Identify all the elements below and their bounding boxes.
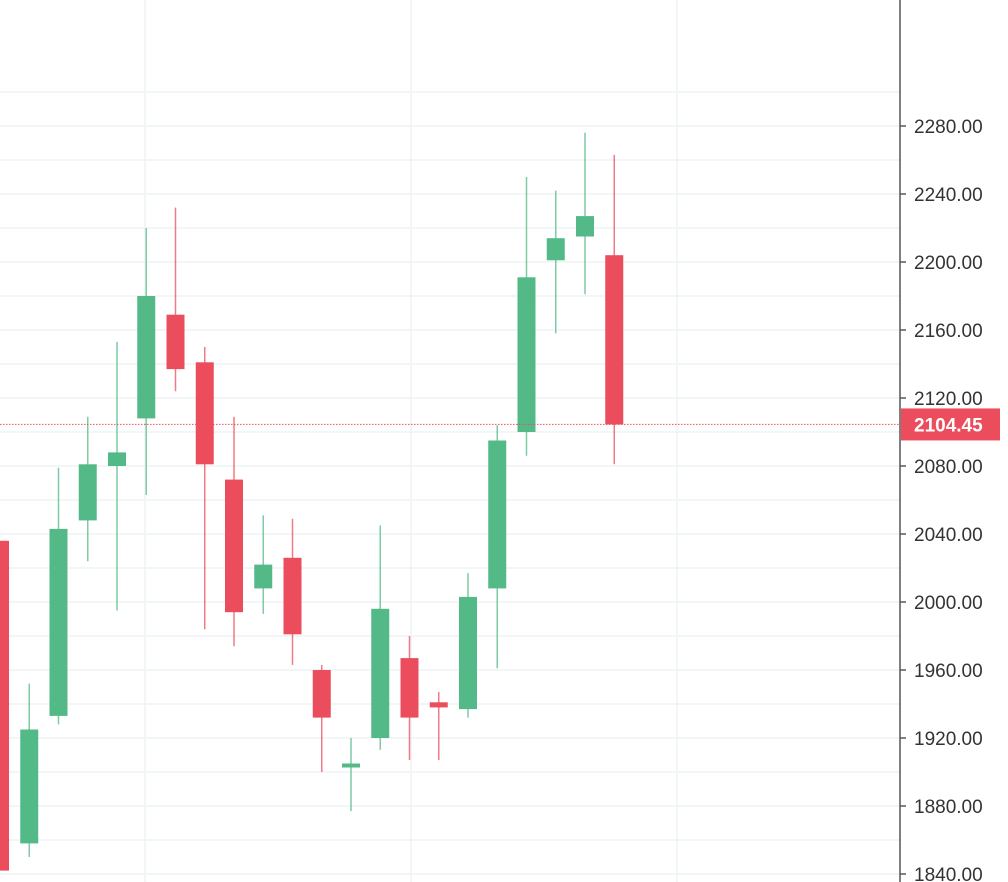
price-tick-label: 2200.00 xyxy=(914,253,983,274)
grid-layer xyxy=(0,0,900,882)
price-tick-label: 2240.00 xyxy=(914,185,983,206)
candle-body xyxy=(400,658,419,718)
price-tick-label: 2040.00 xyxy=(914,525,983,546)
last-price-tag-label: 2104.45 xyxy=(914,415,983,436)
price-tick-label: 1960.00 xyxy=(914,661,983,682)
candle[interactable] xyxy=(283,518,302,665)
price-tick-label: 1880.00 xyxy=(914,797,983,818)
candle[interactable] xyxy=(166,207,185,392)
candle-body xyxy=(225,479,243,613)
last-price-tag: 2104.45 xyxy=(901,408,1000,441)
candle[interactable] xyxy=(342,738,360,812)
candle-body xyxy=(429,702,448,708)
candle-body xyxy=(166,314,185,370)
candle-body xyxy=(137,296,156,419)
price-tick-label: 1840.00 xyxy=(914,865,983,882)
price-tick-label: 1920.00 xyxy=(914,729,983,750)
candle[interactable] xyxy=(254,515,273,614)
candle-body xyxy=(312,670,331,718)
candle-body xyxy=(576,216,594,237)
candle[interactable] xyxy=(546,190,565,334)
candle-body xyxy=(49,528,68,716)
price-tick-label: 2080.00 xyxy=(914,457,983,478)
candle-body xyxy=(283,557,302,635)
candle-body xyxy=(546,238,565,261)
candle[interactable] xyxy=(20,683,39,857)
candle-body xyxy=(342,763,360,768)
candle-body xyxy=(459,596,477,710)
candle[interactable] xyxy=(0,540,9,871)
candle-body xyxy=(0,540,9,871)
candle[interactable] xyxy=(400,636,419,761)
price-tick-label: 2160.00 xyxy=(914,321,983,342)
candle-body xyxy=(371,608,390,738)
candle-body xyxy=(195,362,214,465)
candle[interactable] xyxy=(108,341,126,611)
candle[interactable] xyxy=(195,347,214,630)
candle-body xyxy=(605,255,624,425)
candle[interactable] xyxy=(488,425,507,669)
candle-body xyxy=(108,452,126,466)
candle[interactable] xyxy=(225,416,243,647)
candle-body xyxy=(20,729,39,844)
candle[interactable] xyxy=(517,177,536,456)
price-tick-label: 2120.00 xyxy=(914,389,983,410)
candle[interactable] xyxy=(137,228,156,495)
candle-body xyxy=(254,564,273,589)
candle[interactable] xyxy=(576,132,594,295)
candle-body xyxy=(78,464,97,521)
candle[interactable] xyxy=(371,525,390,750)
candle-layer xyxy=(0,132,624,871)
price-axis[interactable]: 1840.00 1880.00 1920.00 1960.00 2000.00 2040.… xyxy=(899,0,1000,882)
candle[interactable] xyxy=(459,573,477,718)
price-tick-label: 2000.00 xyxy=(914,593,983,614)
candle-body xyxy=(517,277,536,432)
candle[interactable] xyxy=(429,692,448,761)
last-price-tag-bg xyxy=(901,408,1000,441)
price-tick-label: 2280.00 xyxy=(914,117,983,138)
candle-body xyxy=(488,440,507,589)
candle[interactable] xyxy=(49,467,68,725)
candle[interactable] xyxy=(605,154,624,465)
candle[interactable] xyxy=(312,664,331,772)
candle[interactable] xyxy=(78,416,97,562)
